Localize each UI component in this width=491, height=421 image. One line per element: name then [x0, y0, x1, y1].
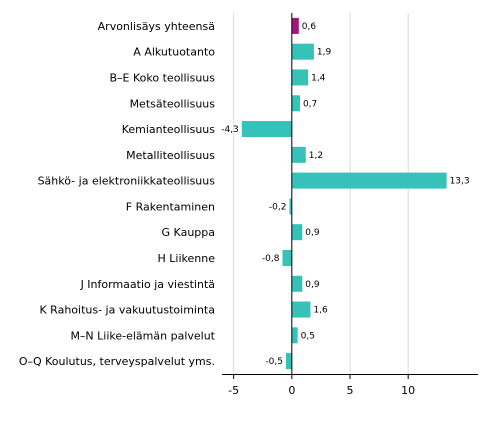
- category-label: H Liikenne: [158, 252, 216, 265]
- category-label: Kemianteollisuus: [122, 123, 216, 136]
- category-label: A Alkutuotanto: [133, 46, 215, 59]
- bar: [291, 146, 306, 163]
- category-label: K Rahoitus- ja vakuutustoiminta: [39, 304, 215, 317]
- value-label: 1,9: [317, 48, 332, 58]
- category-label: J Informaatio ja viestintä: [80, 278, 215, 291]
- bar: [291, 327, 298, 344]
- value-label: -0,8: [262, 254, 280, 264]
- value-label: 1,2: [309, 151, 323, 161]
- value-label: 0,9: [305, 280, 320, 290]
- category-label: M–N Liike-elämän palvelut: [70, 329, 215, 342]
- bar: [291, 301, 311, 318]
- bar: [291, 275, 303, 292]
- category-label: Metalliteollisuus: [126, 149, 215, 162]
- value-label: 0,7: [303, 99, 317, 109]
- category-label: G Kauppa: [162, 226, 215, 239]
- bar: [291, 95, 300, 112]
- bar: [289, 198, 292, 215]
- value-label: 0,9: [305, 228, 320, 238]
- bar: [291, 224, 303, 241]
- category-label: B–E Koko teollisuus: [110, 71, 216, 84]
- value-label: -4,3: [221, 125, 239, 135]
- value-label: 1,6: [313, 306, 328, 316]
- x-tick-label: 0: [288, 384, 295, 397]
- bar: [282, 249, 292, 266]
- category-label: Metsäteollisuus: [130, 97, 216, 110]
- category-label: Sähkö- ja elektroniikkateollisuus: [38, 175, 216, 188]
- bar: [291, 17, 299, 34]
- bar: [291, 43, 314, 60]
- x-tick-label: 10: [401, 384, 415, 397]
- category-label: F Rakentaminen: [126, 200, 215, 213]
- x-tick-label: -5: [228, 384, 239, 397]
- category-label: Arvonlisäys yhteensä: [98, 20, 215, 33]
- category-label: O–Q Koulutus, terveyspalvelut yms.: [19, 355, 215, 368]
- value-label: -0,5: [265, 357, 283, 367]
- x-tick-label: 5: [347, 384, 354, 397]
- value-label: 0,6: [302, 22, 317, 32]
- value-label: 1,4: [311, 73, 326, 83]
- bar: [286, 353, 292, 370]
- value-label: 0,5: [301, 331, 315, 341]
- value-label: -0,2: [269, 202, 287, 212]
- value-label: 13,3: [450, 177, 470, 187]
- bar: [291, 172, 447, 189]
- bar: [241, 121, 292, 138]
- bar: [291, 69, 309, 86]
